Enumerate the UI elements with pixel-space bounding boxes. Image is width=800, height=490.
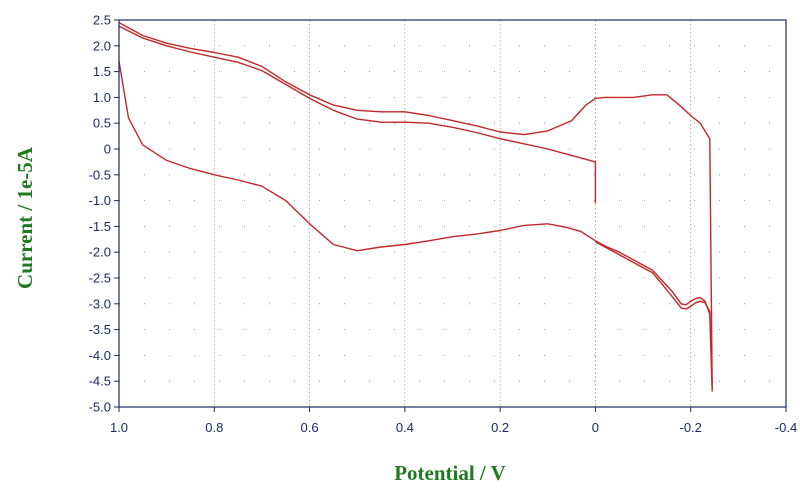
- y-tick-label: -4.5: [89, 374, 111, 389]
- x-tick-label: 0.8: [205, 420, 223, 435]
- y-tick-label: 0: [104, 142, 111, 157]
- y-tick-label: -3.0: [89, 296, 111, 311]
- y-tick-label: 0.5: [93, 116, 111, 131]
- y-tick-label: -1.0: [89, 193, 111, 208]
- y-tick-label: 2.5: [93, 13, 111, 28]
- y-tick-label: -2.0: [89, 245, 111, 260]
- y-tick-label: 1.0: [93, 90, 111, 105]
- grid: [119, 20, 786, 407]
- plot-frame: [118, 19, 787, 408]
- x-tick-label: -0.4: [775, 420, 797, 435]
- cv-trace-3: [118, 61, 713, 392]
- y-tick-label: -1.5: [89, 219, 111, 234]
- cv-trace-4: [595, 241, 713, 387]
- x-tick-label: 0.2: [491, 420, 509, 435]
- cv-trace-2: [118, 21, 713, 389]
- y-tick-label: -3.5: [89, 322, 111, 337]
- x-tick-label: 0: [592, 420, 599, 435]
- y-tick-label: -5.0: [89, 400, 111, 415]
- x-axis-ticks: 1.0 0.8 0.6 0.4 0.2 0 -0.2 -0.4: [110, 407, 797, 435]
- x-axis-title: Potential / V: [394, 461, 506, 485]
- y-tick-label: -0.5: [89, 167, 111, 182]
- y-tick-label: -4.0: [89, 348, 111, 363]
- series-group: [118, 21, 713, 392]
- y-axis-title: Current / 1e-5A: [13, 146, 37, 289]
- x-tick-label: 0.6: [301, 420, 319, 435]
- x-tick-label: 0.4: [396, 420, 414, 435]
- x-tick-label: 1.0: [110, 420, 128, 435]
- axes: [118, 19, 787, 408]
- y-tick-label: -2.5: [89, 271, 111, 286]
- y-tick-label: 1.5: [93, 64, 111, 79]
- x-tick-label: -0.2: [680, 420, 702, 435]
- cv-trace-1: [118, 25, 597, 204]
- y-tick-label: 2.0: [93, 38, 111, 53]
- y-axis-ticks: 2.5 2.0 1.5 1.0 0.5 0 -0.5 -1.0 -1.5 -2.0 -2.5 -3.0…: [89, 13, 119, 415]
